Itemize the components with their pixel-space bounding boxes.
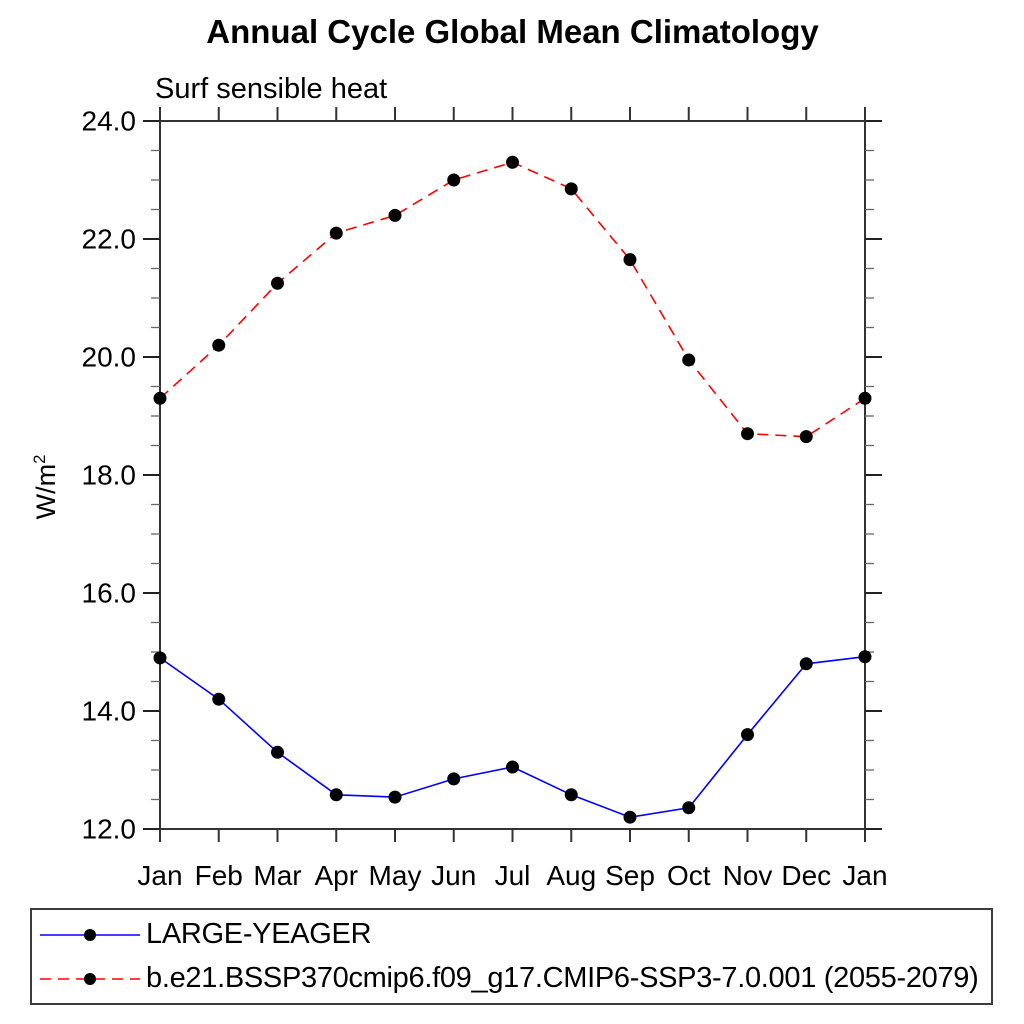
data-point-marker <box>799 430 813 444</box>
legend-marker-dot <box>84 928 96 941</box>
data-point-marker <box>388 790 402 804</box>
x-axis-month-label: Feb <box>195 860 243 891</box>
data-point-marker <box>153 391 167 405</box>
x-axis-month-label: Dec <box>781 860 831 891</box>
y-axis-tick-label: 16.0 <box>82 578 137 609</box>
data-point-marker <box>329 226 343 240</box>
x-axis-month-label: Jun <box>431 860 476 891</box>
x-axis-month-label: Aug <box>546 860 596 891</box>
x-axis-month-label: May <box>369 860 422 891</box>
data-point-marker <box>271 276 284 290</box>
legend-entry-cmip6: b.e21.BSSP370cmip6.f09_g17.CMIP6-SSP3-7.… <box>38 959 991 999</box>
x-axis-month-label: Sep <box>605 860 655 891</box>
y-axis-tick-label: 18.0 <box>82 460 137 491</box>
legend: LARGE-YEAGER b.e21.BSSP370cmip6.f09_g17.… <box>30 908 993 1005</box>
y-axis-tick-label: 22.0 <box>82 224 137 255</box>
data-point-marker <box>271 745 284 759</box>
data-point-marker <box>858 650 872 664</box>
data-point-marker <box>329 788 343 802</box>
data-point-marker <box>212 338 226 352</box>
data-point-marker <box>682 353 696 367</box>
plot-frame <box>159 120 866 830</box>
legend-sample-solid-line <box>40 928 140 941</box>
x-axis-month-label: Jul <box>495 860 531 891</box>
y-axis-tick-label: 12.0 <box>82 814 137 845</box>
data-point-marker <box>858 391 872 405</box>
data-point-marker <box>506 155 519 169</box>
x-axis-month-label: Mar <box>253 860 301 891</box>
data-point-marker <box>741 427 754 441</box>
y-axis-tick-label: 14.0 <box>82 696 137 727</box>
data-point-marker <box>741 728 754 742</box>
data-point-marker <box>506 760 519 774</box>
x-axis-month-label: Oct <box>667 860 711 891</box>
x-axis-month-label: Jan <box>137 860 182 891</box>
chart-subtitle: Surf sensible heat <box>155 73 388 105</box>
data-point-marker <box>447 772 461 786</box>
data-point-marker <box>212 692 226 706</box>
data-point-marker <box>388 208 402 222</box>
legend-label: b.e21.BSSP370cmip6.f09_g17.CMIP6-SSP3-7.… <box>146 962 979 994</box>
y-axis-tick-label: 20.0 <box>82 342 137 373</box>
chart-title: Annual Cycle Global Mean Climatology <box>206 13 819 50</box>
data-point-marker <box>447 173 461 187</box>
data-point-marker <box>682 801 696 815</box>
legend-label: LARGE-YEAGER <box>146 918 372 950</box>
x-axis-month-label: Jan <box>842 860 887 891</box>
y-axis-tick-label: 24.0 <box>82 106 137 137</box>
legend-sample-dashed-line <box>40 972 140 985</box>
series-line-cmip6 <box>159 161 866 438</box>
data-point-marker <box>153 651 167 665</box>
data-point-marker <box>623 810 637 824</box>
data-point-marker <box>799 657 813 671</box>
x-axis-month-label: Apr <box>314 860 358 891</box>
data-point-marker <box>564 182 578 196</box>
series-line-large-yeager <box>159 655 866 819</box>
legend-entry-large-yeager: LARGE-YEAGER <box>38 915 991 955</box>
legend-marker-dot <box>84 972 96 985</box>
data-point-marker <box>623 253 637 267</box>
data-point-marker <box>564 788 578 802</box>
x-axis-month-label: Nov <box>723 860 773 891</box>
